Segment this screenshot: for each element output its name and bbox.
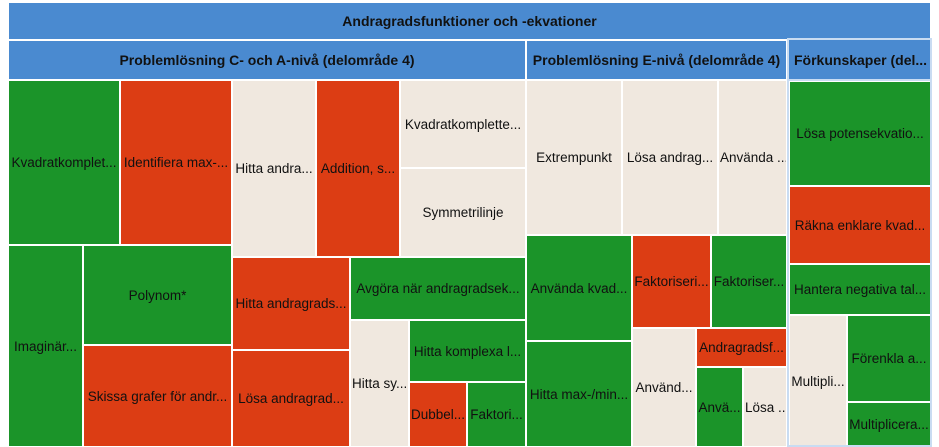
treemap-cell[interactable]: Kvadratkomplette... — [400, 80, 526, 168]
treemap-cell[interactable]: Extrempunkt — [526, 80, 622, 235]
chart-title: Andragradsfunktioner och -ekvationer — [8, 2, 931, 40]
treemap-cell-label: Andragradsf... — [699, 340, 784, 355]
treemap-cell[interactable]: Identifiera max-... — [120, 80, 232, 245]
treemap-cell[interactable]: Hitta andra... — [232, 80, 316, 257]
treemap-cell[interactable]: Lösa andragrad... — [232, 350, 350, 447]
treemap-cell-label: Identifiera max-... — [123, 155, 229, 170]
treemap-cell-label: Använda ... — [720, 150, 786, 165]
treemap-cell-label: Imaginär... — [13, 338, 78, 354]
treemap-cell-label: Lösa andragrad... — [238, 391, 344, 406]
treemap-cell[interactable]: Hitta sy... — [350, 320, 409, 447]
treemap-cell-label: Symmetrilinje — [422, 205, 504, 220]
treemap-cell-label: Faktori... — [470, 407, 523, 422]
treemap-cell-label: Hitta komplexa l... — [413, 343, 522, 359]
treemap-cell[interactable]: Använda kvad... — [526, 235, 632, 341]
treemap-cell-label: Addition, s... — [320, 161, 396, 176]
treemap-cell-label: Faktoriseri... — [634, 274, 709, 289]
treemap-cell[interactable]: Kvadratkomplet... — [8, 80, 120, 245]
treemap-cell-label: Lösa ... — [745, 399, 786, 415]
group-header-2[interactable]: Problemlösning E-nivå (delområde 4) — [526, 40, 787, 80]
treemap-cell[interactable]: Lösa ... — [743, 367, 787, 447]
treemap-cell-label: Dubbel... — [411, 407, 466, 422]
treemap-cell-label: Hitta andragrads... — [235, 296, 347, 311]
treemap-cell-label: Multipli... — [791, 373, 845, 389]
treemap-cell[interactable]: Använd... — [632, 328, 696, 447]
treemap-cell[interactable]: Andragradsf... — [696, 328, 787, 367]
treemap-cell[interactable]: Skissa grafer för andr... — [83, 345, 232, 447]
treemap-cell[interactable]: Hitta andragrads... — [232, 257, 350, 350]
treemap-cell-label: Hitta max-/min... — [529, 386, 629, 402]
treemap-cell[interactable]: Förenkla a... — [847, 315, 931, 402]
treemap-cell-label: Anvä... — [698, 399, 741, 415]
treemap-cell[interactable]: Dubbel... — [409, 382, 467, 447]
treemap-cell[interactable]: Anvä... — [696, 367, 743, 447]
treemap-cell[interactable]: Symmetrilinje — [400, 168, 526, 257]
treemap-cell-label: Hitta andra... — [235, 161, 313, 176]
treemap-cell[interactable]: Multiplicera... — [847, 402, 931, 447]
treemap-cell[interactable]: Räkna enklare kvad... — [789, 186, 931, 264]
treemap-cell[interactable]: Imaginär... — [8, 245, 83, 447]
treemap-cell[interactable]: Hitta max-/min... — [526, 341, 632, 447]
treemap-cell-label: Kvadratkomplette... — [404, 116, 522, 132]
group-header-1[interactable]: Problemlösning C- och A-nivå (delområde … — [8, 40, 526, 80]
treemap-cell-label: Lösa potensekvatio... — [796, 126, 924, 141]
treemap-cell[interactable]: Multipli... — [789, 315, 847, 447]
treemap-cell[interactable]: Lösa andrag... — [622, 80, 718, 235]
treemap-cell-label: Hitta sy... — [352, 376, 408, 391]
treemap-cell-label: Använda kvad... — [530, 280, 628, 296]
treemap-cell-label: Extrempunkt — [536, 150, 612, 165]
treemap-cell[interactable]: Hantera negativa tal... — [789, 264, 931, 315]
treemap-cell[interactable]: Avgöra när andragradsek... — [350, 257, 526, 320]
treemap-cell-label: Polynom* — [128, 287, 187, 303]
group-header-3[interactable]: Förkunskaper (del... — [787, 38, 932, 81]
treemap-cell-label: Faktoriser... — [713, 274, 785, 289]
treemap-cell-label: Hantera negativa tal... — [793, 282, 927, 297]
treemap-cell[interactable]: Lösa potensekvatio... — [789, 81, 931, 186]
treemap-cell-label: Skissa grafer för andr... — [87, 388, 228, 404]
treemap-cell[interactable]: Addition, s... — [316, 80, 400, 257]
treemap-cell[interactable]: Faktori... — [467, 382, 526, 447]
treemap-cell[interactable]: Använda ... — [718, 80, 787, 235]
treemap-cell-label: Använd... — [635, 380, 693, 395]
treemap-cell[interactable]: Hitta komplexa l... — [409, 320, 526, 382]
treemap-cell-label: Förenkla a... — [851, 351, 927, 366]
treemap-cell[interactable]: Faktoriser... — [711, 235, 787, 328]
treemap-cell[interactable]: Faktoriseri... — [632, 235, 711, 328]
treemap-cell-label: Kvadratkomplet... — [11, 155, 117, 170]
treemap-cell-label: Räkna enklare kvad... — [794, 217, 926, 233]
treemap-cell-label: Avgöra när andragradsek... — [356, 281, 520, 296]
treemap-cell-label: Lösa andrag... — [626, 150, 714, 165]
treemap-cell-label: Multiplicera... — [849, 417, 929, 432]
treemap-cell[interactable]: Polynom* — [83, 245, 232, 345]
